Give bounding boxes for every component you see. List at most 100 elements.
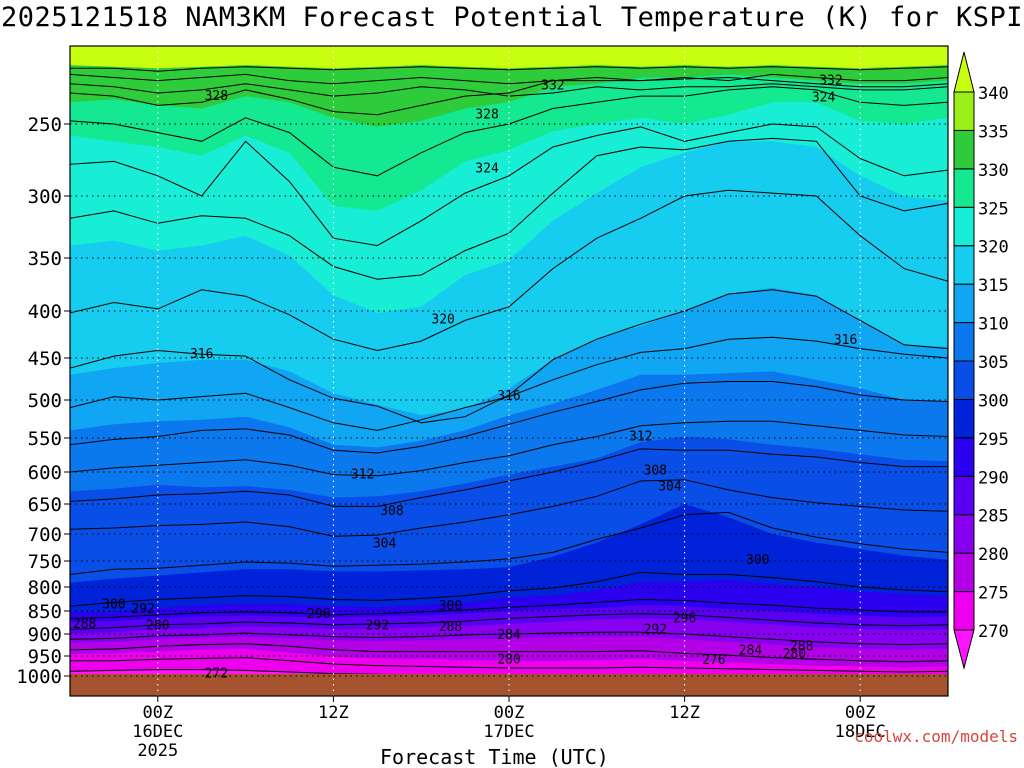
contour-label: 272	[205, 667, 228, 682]
y-tick-label: 300	[28, 186, 62, 208]
colorbar-label: 270	[978, 622, 1009, 642]
colorbar-label: 340	[978, 84, 1009, 104]
contour-line	[70, 189, 948, 352]
y-tick-label: 800	[28, 577, 62, 599]
contour-label: 300	[102, 597, 125, 612]
colorbar-label: 320	[978, 238, 1009, 258]
contour-label: 332	[819, 74, 842, 89]
colorbar-label: 330	[978, 161, 1009, 181]
contour-label: 328	[205, 89, 228, 104]
y-tick-label: 600	[28, 462, 62, 484]
contour-label: 316	[834, 333, 857, 348]
contour-label: 292	[366, 619, 389, 634]
contour-label: 296	[307, 607, 330, 622]
y-tick-label: 400	[28, 301, 62, 323]
colorbar-label: 290	[978, 468, 1009, 488]
colorbar-label: 325	[978, 199, 1009, 219]
contour-label: 316	[190, 347, 213, 362]
y-tick-label: 450	[28, 348, 62, 370]
contour-label: 296	[673, 611, 696, 626]
colorbar-swatch	[953, 591, 975, 631]
y-tick-label: 250	[28, 114, 62, 136]
contour-label: 292	[644, 622, 667, 637]
y-tick-label: 350	[28, 248, 62, 270]
y-tick-label: 750	[28, 551, 62, 573]
contour-line	[70, 289, 948, 424]
x-axis-label: Forecast Time (UTC)	[380, 745, 609, 768]
contour-label: 308	[644, 464, 667, 479]
x-tick-date: 18DEC	[835, 722, 886, 742]
contour-label: 288	[439, 620, 462, 635]
colorbar-label: 280	[978, 545, 1009, 565]
colorbar-swatch	[953, 322, 975, 362]
y-tick-label: 900	[28, 624, 62, 646]
colorbar-swatch	[953, 514, 975, 554]
contour-label: 312	[351, 468, 374, 483]
y-tick-label: 550	[28, 428, 62, 450]
y-tick-label: 1000	[16, 666, 62, 688]
x-tick-label: 12Z	[669, 703, 700, 723]
x-tick-date: 16DEC	[132, 722, 183, 742]
contour-line	[70, 123, 948, 247]
colorbar-swatch	[953, 129, 975, 170]
contour-label: 304	[373, 537, 397, 552]
colorbar-label: 300	[978, 391, 1009, 411]
contour-line	[70, 76, 948, 116]
contour-label: 304	[658, 480, 682, 495]
colorbar-label: 315	[978, 276, 1009, 296]
credit-text: coolwx.com/models	[854, 727, 1018, 746]
contour-label: 280	[497, 653, 520, 668]
colorbar-swatch	[953, 283, 975, 324]
contour-label: 316	[497, 389, 520, 404]
contour-label: 320	[431, 312, 454, 327]
contour-label: 284	[739, 644, 763, 659]
contour-line	[70, 420, 948, 477]
contour-label: 292	[131, 602, 154, 617]
contour-label: 280	[783, 647, 806, 662]
colorbar-label: 275	[978, 584, 1009, 604]
contour-label: 300	[746, 553, 769, 568]
contour-label: 288	[790, 639, 813, 654]
colorbar-label: 285	[978, 507, 1009, 527]
y-tick-label: 500	[28, 390, 62, 412]
contour-label: 288	[73, 617, 96, 632]
contour-label: 308	[380, 504, 403, 519]
colorbar-swatch	[953, 475, 975, 516]
x-tick-label: 00Z	[845, 703, 876, 723]
contour-line	[70, 336, 948, 431]
contour-label: 324	[812, 91, 836, 106]
colorbar-label: 295	[978, 430, 1009, 450]
y-tick-label: 850	[28, 601, 62, 623]
colorbar: 270 275 280 285 290 295 300 305 310 315 320 325 330 3…	[953, 51, 1009, 670]
contour-label: 324	[475, 162, 499, 177]
contour-label: 328	[475, 108, 498, 123]
colorbar-arrow-bottom	[953, 629, 975, 670]
colorbar-swatch	[953, 552, 975, 593]
colorbar-label: 305	[978, 353, 1009, 373]
colorbar-swatch	[953, 245, 975, 285]
contour-line	[70, 381, 948, 454]
chart-title: 2025121518 NAM3KM Forecast Potential Tem…	[0, 2, 1024, 33]
x-tick-label: 00Z	[494, 703, 525, 723]
colorbar-swatch	[953, 398, 975, 439]
x-tick-year: 2025	[137, 741, 178, 761]
y-tick-label: 700	[28, 524, 62, 546]
contour-label: 284	[497, 628, 521, 643]
contour-label: 276	[702, 653, 725, 668]
contour-line	[70, 66, 948, 72]
contour-label: 280	[146, 619, 169, 634]
colorbar-arrow-top	[953, 51, 975, 93]
contour-label: 312	[629, 429, 652, 444]
contour-line	[70, 631, 948, 646]
colorbar-label: 310	[978, 315, 1009, 335]
contour-label: 332	[541, 78, 564, 93]
y-tick-label: 650	[28, 494, 62, 516]
colorbar-label: 335	[978, 122, 1009, 142]
x-tick-label: 00Z	[142, 703, 173, 723]
contour-line	[70, 73, 948, 85]
contour-label: 300	[439, 599, 462, 614]
